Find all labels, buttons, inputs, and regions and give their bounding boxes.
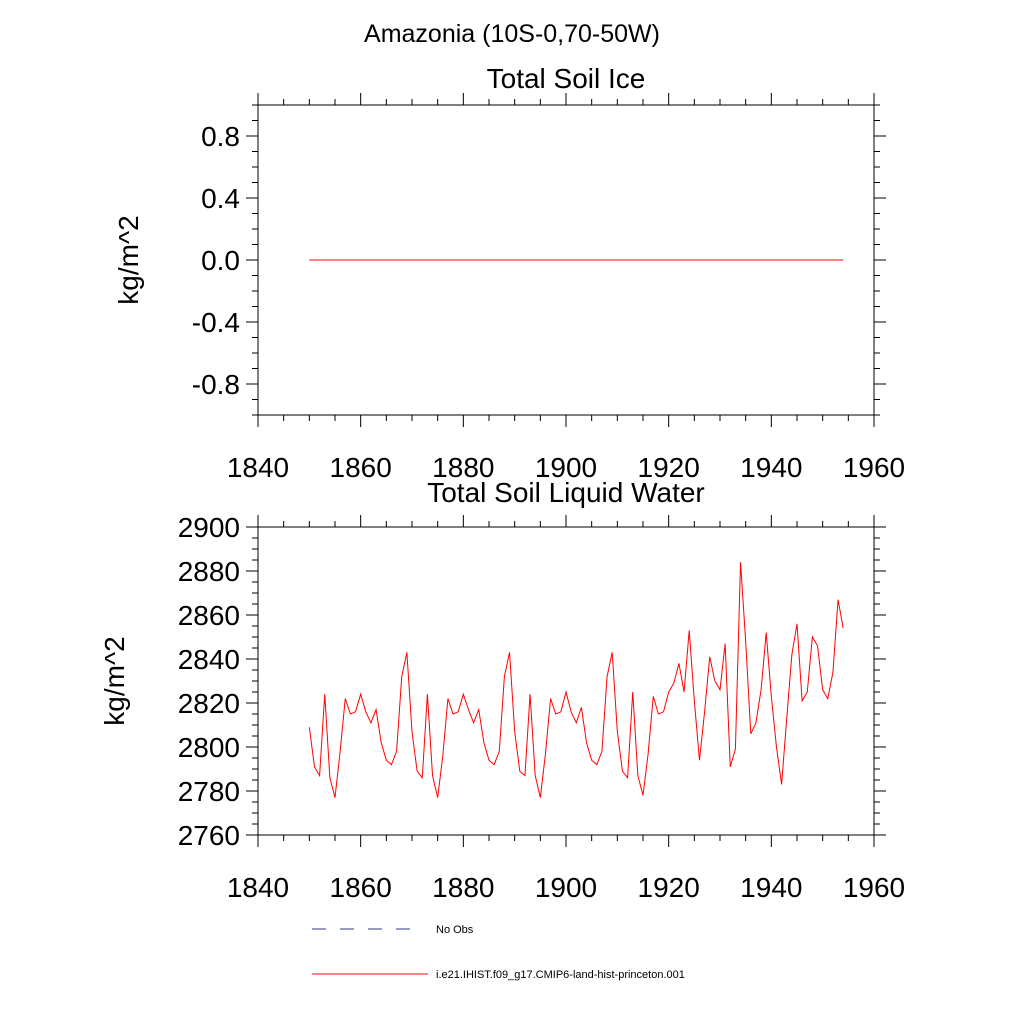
x-tick-label-1880: 1880 bbox=[432, 872, 494, 903]
y-tick-label-2860: 2860 bbox=[178, 600, 240, 631]
y-axis-label: kg/m^2 bbox=[99, 636, 130, 725]
x-tick-label-1940: 1940 bbox=[740, 452, 802, 483]
legend-label-no-obs: No Obs bbox=[436, 924, 474, 936]
x-tick-label-1860: 1860 bbox=[330, 452, 392, 483]
legend: No Obs i.e21.IHIST.f09_g17.CMIP6-land-hi… bbox=[312, 924, 685, 981]
x-tick-label-1900: 1900 bbox=[535, 452, 597, 483]
panel-title: Total Soil Ice bbox=[487, 63, 646, 94]
y-tick-label-2880: 2880 bbox=[178, 556, 240, 587]
chart-panel-total-soil-liquid-water: Total Soil Liquid Water kg/m^2 1840 1860 188… bbox=[99, 477, 905, 903]
x-tick-label-1860: 1860 bbox=[330, 872, 392, 903]
x-tick-label-1920: 1920 bbox=[638, 452, 700, 483]
y-tick-label-2760: 2760 bbox=[178, 820, 240, 851]
x-tick-label-1880: 1880 bbox=[432, 452, 494, 483]
y-tick-label-0-0: 0.0 bbox=[201, 245, 240, 276]
y-tick-label-2840: 2840 bbox=[178, 644, 240, 675]
y-tick-label-2900: 2900 bbox=[178, 512, 240, 543]
y-tick-label-0-8: 0.8 bbox=[201, 121, 240, 152]
legend-label-model-run: i.e21.IHIST.f09_g17.CMIP6-land-hist-prin… bbox=[436, 969, 685, 981]
x-tick-label-1940: 1940 bbox=[740, 872, 802, 903]
x-tick-label-1920: 1920 bbox=[638, 872, 700, 903]
y-tick-label-2820: 2820 bbox=[178, 688, 240, 719]
y-tick-label-2780: 2780 bbox=[178, 776, 240, 807]
y-tick-label-0-4: -0.4 bbox=[192, 307, 240, 338]
y-tick-label-0-4: 0.4 bbox=[201, 183, 240, 214]
panel-title: Total Soil Liquid Water bbox=[427, 477, 705, 508]
y-tick-label-0-8: -0.8 bbox=[192, 369, 240, 400]
x-tick-label-1840: 1840 bbox=[227, 872, 289, 903]
x-tick-label-1960: 1960 bbox=[843, 872, 905, 903]
x-tick-label-1900: 1900 bbox=[535, 872, 597, 903]
x-tick-label-1960: 1960 bbox=[843, 452, 905, 483]
figure-title: Amazonia (10S-0,70-50W) bbox=[364, 20, 660, 48]
series-line-0 bbox=[308, 562, 844, 798]
chart-panel-total-soil-ice: Total Soil Ice kg/m^2 1840 1860 1880 1900 1920… bbox=[113, 63, 905, 483]
y-axis-label: kg/m^2 bbox=[113, 215, 144, 304]
y-tick-label-2800: 2800 bbox=[178, 732, 240, 763]
x-tick-label-1840: 1840 bbox=[227, 452, 289, 483]
